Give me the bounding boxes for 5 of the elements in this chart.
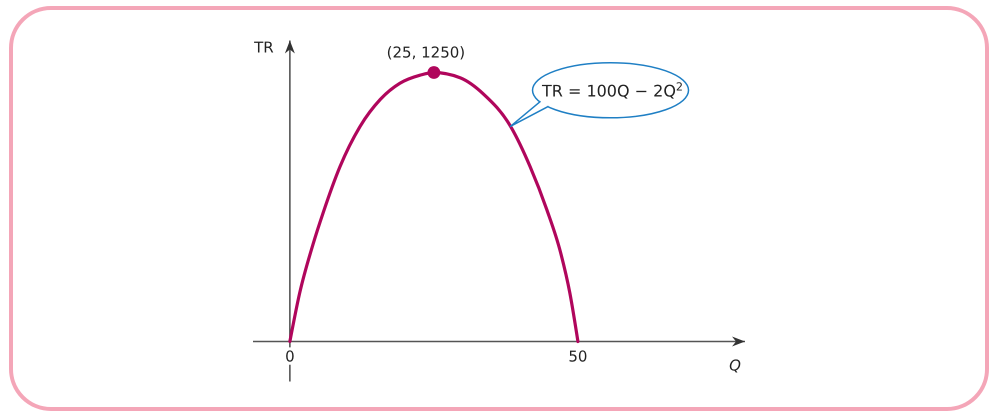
x-tick-label: 50 — [568, 348, 588, 366]
annotation: (25, 1250) — [386, 44, 466, 62]
annotation: TR = 100Q − 2Q$^{2}$ — [540, 80, 684, 100]
x-axis-title: Q — [729, 356, 742, 374]
y-axis-title: TR — [253, 38, 274, 56]
